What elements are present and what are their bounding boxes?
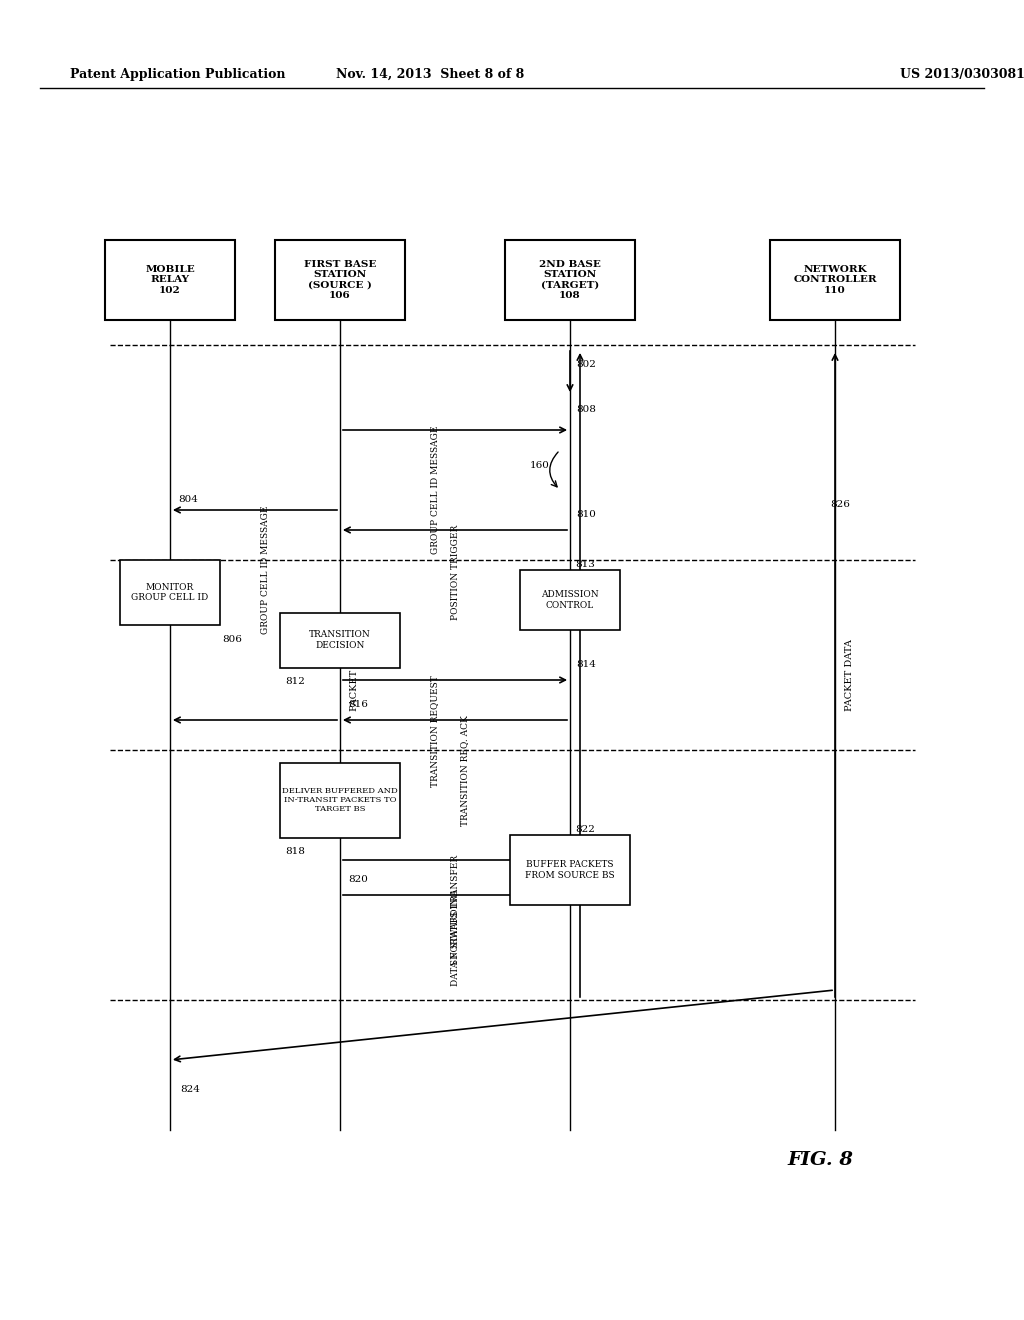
Text: DELIVER BUFFERED AND
IN-TRANSIT PACKETS TO
TARGET BS: DELIVER BUFFERED AND IN-TRANSIT PACKETS … — [283, 787, 398, 813]
Text: 808: 808 — [575, 405, 596, 414]
FancyBboxPatch shape — [280, 612, 400, 668]
FancyBboxPatch shape — [510, 836, 630, 906]
Text: 824: 824 — [180, 1085, 200, 1094]
FancyBboxPatch shape — [280, 763, 400, 837]
Text: 804: 804 — [178, 495, 198, 504]
Text: 820: 820 — [348, 875, 368, 884]
Text: Patent Application Publication: Patent Application Publication — [70, 69, 286, 81]
Text: 806: 806 — [222, 635, 242, 644]
Text: 810: 810 — [575, 510, 596, 519]
Text: 813: 813 — [575, 560, 595, 569]
Text: TRANSITION
DECISION: TRANSITION DECISION — [309, 630, 371, 649]
Text: FIRST BASE
STATION
(SOURCE )
106: FIRST BASE STATION (SOURCE ) 106 — [304, 260, 376, 300]
Text: BUFFER PACKETS
FROM SOURCE BS: BUFFER PACKETS FROM SOURCE BS — [525, 861, 614, 879]
Text: MOBILE
RELAY
102: MOBILE RELAY 102 — [145, 265, 195, 294]
Text: Nov. 14, 2013  Sheet 8 of 8: Nov. 14, 2013 Sheet 8 of 8 — [336, 69, 524, 81]
FancyBboxPatch shape — [505, 240, 635, 319]
Text: GROUP CELL ID MESSAGE: GROUP CELL ID MESSAGE — [430, 425, 439, 553]
Text: 814: 814 — [575, 660, 596, 669]
Text: FIG. 8: FIG. 8 — [787, 1151, 853, 1170]
Text: PACKET DATA: PACKET DATA — [350, 639, 359, 711]
FancyBboxPatch shape — [120, 560, 220, 624]
Text: PACKET DATA: PACKET DATA — [845, 639, 854, 711]
Text: SN STATUS TRANSFER: SN STATUS TRANSFER — [451, 855, 460, 965]
Text: 2ND BASE
STATION
(TARGET)
108: 2ND BASE STATION (TARGET) 108 — [539, 260, 601, 300]
Text: POSITION TRIGGER: POSITION TRIGGER — [451, 525, 460, 620]
Text: US 2013/0303081 A1: US 2013/0303081 A1 — [900, 69, 1024, 81]
Text: 818: 818 — [285, 847, 305, 857]
Text: 802: 802 — [575, 360, 596, 370]
Text: NETWORK
CONTROLLER
110: NETWORK CONTROLLER 110 — [794, 265, 877, 294]
Text: DATA FORWARDING: DATA FORWARDING — [451, 890, 460, 986]
Text: MONITOR
GROUP CELL ID: MONITOR GROUP CELL ID — [131, 583, 209, 602]
Text: 816: 816 — [348, 700, 368, 709]
FancyBboxPatch shape — [105, 240, 234, 319]
Text: GROUP CELL ID MESSAGE: GROUP CELL ID MESSAGE — [260, 506, 269, 634]
Text: ADMISSION
CONTROL: ADMISSION CONTROL — [542, 590, 599, 610]
Text: 822: 822 — [575, 825, 595, 834]
Text: TRANSITION REQUEST: TRANSITION REQUEST — [430, 675, 439, 787]
Text: 812: 812 — [285, 677, 305, 686]
Text: TRANSITION REQ. ACK: TRANSITION REQ. ACK — [461, 715, 469, 826]
Text: 160: 160 — [530, 461, 550, 470]
FancyBboxPatch shape — [520, 570, 620, 630]
FancyBboxPatch shape — [770, 240, 900, 319]
Text: 826: 826 — [830, 500, 850, 510]
FancyBboxPatch shape — [275, 240, 406, 319]
